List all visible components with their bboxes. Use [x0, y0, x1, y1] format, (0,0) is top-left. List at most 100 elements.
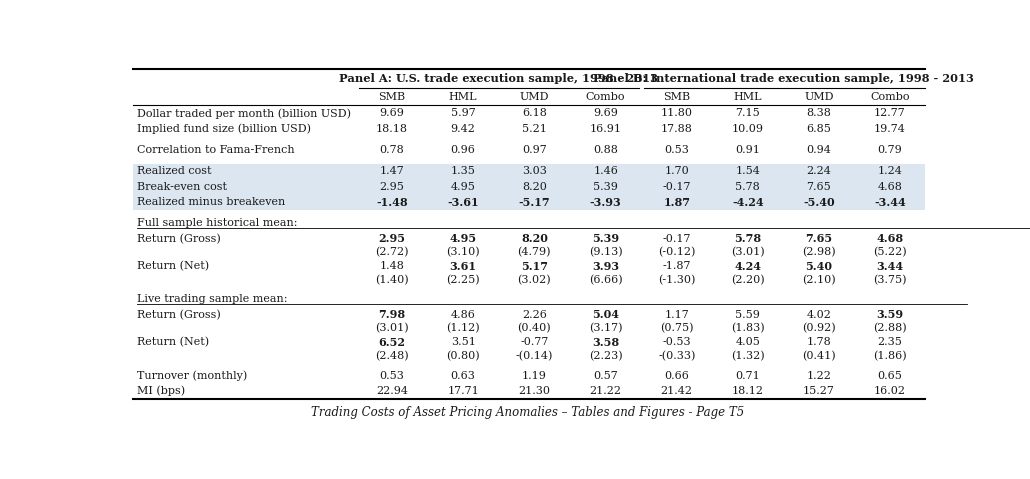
Text: -5.17: -5.17 [518, 197, 550, 208]
Text: 0.94: 0.94 [806, 145, 831, 155]
Text: 1.87: 1.87 [663, 197, 690, 208]
Text: -0.17: -0.17 [662, 234, 691, 244]
Text: 7.98: 7.98 [378, 309, 406, 320]
Text: 1.70: 1.70 [664, 166, 689, 176]
Text: 0.79: 0.79 [878, 145, 902, 155]
Text: Live trading sample mean:: Live trading sample mean: [137, 295, 287, 305]
Text: 5.78: 5.78 [734, 233, 761, 244]
Text: (-1.30): (-1.30) [658, 275, 695, 285]
Text: Return (Gross): Return (Gross) [137, 234, 220, 244]
Text: 5.21: 5.21 [522, 124, 547, 134]
Text: 3.58: 3.58 [592, 337, 619, 348]
Text: 3.51: 3.51 [451, 337, 476, 347]
Text: (3.10): (3.10) [446, 247, 480, 258]
Text: 9.42: 9.42 [451, 124, 476, 134]
Text: 3.59: 3.59 [877, 309, 903, 320]
Text: (1.83): (1.83) [731, 323, 764, 334]
Text: (3.01): (3.01) [375, 323, 409, 334]
Text: (3.75): (3.75) [873, 275, 906, 285]
Text: (5.22): (5.22) [873, 247, 906, 258]
Text: (1.12): (1.12) [446, 323, 480, 334]
Text: 2.26: 2.26 [522, 310, 547, 320]
Text: (2.48): (2.48) [375, 351, 409, 361]
Text: Realized cost: Realized cost [137, 166, 211, 176]
Text: Trading Costs of Asset Pricing Anomalies – Tables and Figures - Page T5: Trading Costs of Asset Pricing Anomalies… [311, 406, 745, 419]
Text: (1.40): (1.40) [375, 275, 409, 285]
Text: 2.95: 2.95 [378, 233, 406, 244]
Text: 1.24: 1.24 [878, 166, 902, 176]
Text: 7.65: 7.65 [805, 233, 832, 244]
Text: 1.46: 1.46 [593, 166, 618, 176]
Text: (0.80): (0.80) [446, 351, 480, 361]
Text: Realized minus breakeven: Realized minus breakeven [137, 197, 285, 207]
Text: 21.42: 21.42 [661, 386, 693, 396]
Text: 2.35: 2.35 [878, 337, 902, 347]
Text: 1.54: 1.54 [735, 166, 760, 176]
Text: 9.69: 9.69 [379, 109, 405, 118]
Text: 0.88: 0.88 [593, 145, 618, 155]
Text: Return (Gross): Return (Gross) [137, 310, 220, 320]
Text: 0.97: 0.97 [522, 145, 547, 155]
Text: 4.68: 4.68 [877, 233, 903, 244]
Text: -1.87: -1.87 [662, 261, 691, 271]
Text: 18.12: 18.12 [731, 386, 764, 396]
Text: 11.80: 11.80 [661, 109, 693, 118]
Text: 0.78: 0.78 [379, 145, 404, 155]
Text: (9.13): (9.13) [589, 247, 622, 258]
Text: 5.17: 5.17 [521, 261, 548, 272]
Text: (2.72): (2.72) [375, 247, 409, 258]
Text: (2.98): (2.98) [802, 247, 835, 258]
Text: -1.48: -1.48 [376, 197, 408, 208]
Text: 6.18: 6.18 [522, 109, 547, 118]
Text: Return (Net): Return (Net) [137, 337, 209, 347]
Text: (2.88): (2.88) [873, 323, 906, 334]
Text: (4.79): (4.79) [518, 247, 551, 258]
Text: 18.18: 18.18 [376, 124, 408, 134]
Text: 1.48: 1.48 [379, 261, 405, 271]
Text: 16.91: 16.91 [589, 124, 621, 134]
Text: (-0.12): (-0.12) [658, 247, 695, 258]
Text: 7.65: 7.65 [806, 182, 831, 192]
Text: 8.20: 8.20 [522, 182, 547, 192]
Text: 16.02: 16.02 [873, 386, 905, 396]
Text: 5.78: 5.78 [735, 182, 760, 192]
Text: 9.69: 9.69 [593, 109, 618, 118]
Text: 8.20: 8.20 [521, 233, 548, 244]
Text: -0.17: -0.17 [662, 182, 691, 192]
Text: HML: HML [449, 92, 477, 103]
Text: 3.61: 3.61 [450, 261, 477, 272]
Text: -5.40: -5.40 [803, 197, 834, 208]
Text: 5.97: 5.97 [451, 109, 476, 118]
Text: 21.22: 21.22 [589, 386, 621, 396]
Text: UMD: UMD [804, 92, 833, 103]
Text: UMD: UMD [519, 92, 549, 103]
Text: 6.85: 6.85 [806, 124, 831, 134]
Text: Combo: Combo [870, 92, 909, 103]
Text: 12.77: 12.77 [874, 109, 905, 118]
Text: (3.17): (3.17) [589, 323, 622, 334]
Text: 0.53: 0.53 [664, 145, 689, 155]
Text: -(0.14): -(0.14) [516, 351, 553, 361]
Text: (0.40): (0.40) [517, 323, 551, 334]
Text: 1.35: 1.35 [451, 166, 476, 176]
Text: 4.02: 4.02 [806, 310, 831, 320]
Text: 19.74: 19.74 [873, 124, 905, 134]
Text: 6.52: 6.52 [378, 337, 406, 348]
Text: 3.93: 3.93 [592, 261, 619, 272]
Text: 7.15: 7.15 [735, 109, 760, 118]
Text: (1.86): (1.86) [873, 351, 906, 361]
Text: SMB: SMB [663, 92, 690, 103]
Text: (2.23): (2.23) [589, 351, 622, 361]
Text: (0.92): (0.92) [802, 323, 835, 334]
Text: -4.24: -4.24 [732, 197, 763, 208]
Text: -0.77: -0.77 [520, 337, 549, 347]
Text: 5.04: 5.04 [592, 309, 619, 320]
Text: 2.95: 2.95 [379, 182, 405, 192]
Text: 0.91: 0.91 [735, 145, 760, 155]
Text: (3.01): (3.01) [731, 247, 764, 258]
Text: (2.10): (2.10) [802, 275, 835, 285]
Text: Panel B: International trade execution sample, 1998 - 2013: Panel B: International trade execution s… [593, 73, 973, 84]
Text: 17.88: 17.88 [661, 124, 693, 134]
Text: 8.38: 8.38 [806, 109, 831, 118]
Text: 2.24: 2.24 [806, 166, 831, 176]
